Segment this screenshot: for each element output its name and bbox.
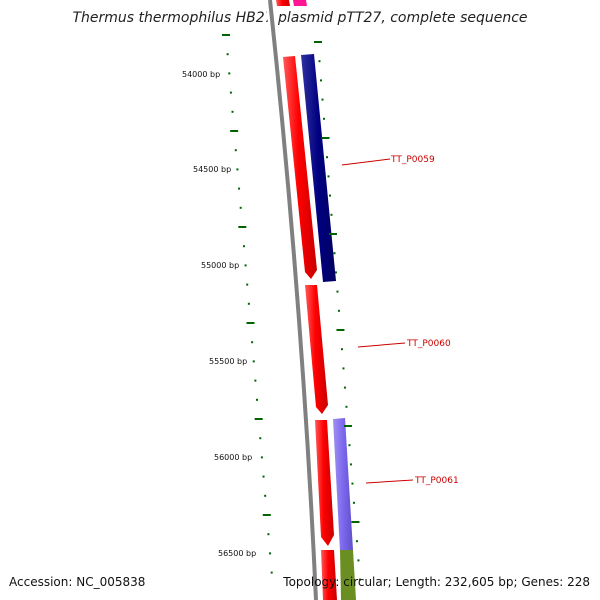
backbone-strand-line bbox=[268, 0, 318, 600]
gene-leader-line-tt-p0060 bbox=[357, 342, 406, 348]
gene-leader-line-tt-p0061 bbox=[365, 479, 414, 484]
bp-label-56500: 56500 bp bbox=[218, 549, 256, 558]
accession-text: Accession: NC_005838 bbox=[9, 575, 146, 589]
gene-block-red-3 bbox=[312, 419, 336, 550]
gene-label-tt-p0060[interactable]: TT_P0060 bbox=[406, 339, 451, 349]
map-title: Thermus thermophilus HB27 plasmid pTT27,… bbox=[72, 10, 528, 26]
gene-fragment-top-pink bbox=[293, 0, 307, 6]
bp-label-55000: 55000 bp bbox=[201, 261, 239, 270]
bp-label-54500: 54500 bp bbox=[193, 165, 231, 174]
gene-label-tt-p0059[interactable]: TT_P0059 bbox=[390, 155, 435, 165]
gene-block-lavender bbox=[331, 417, 355, 552]
gene-block-olive bbox=[340, 550, 356, 600]
gene-fragment-top-red bbox=[276, 0, 290, 6]
bp-label-54000: 54000 bp bbox=[182, 70, 220, 79]
bp-label-56000: 56000 bp bbox=[214, 453, 252, 462]
gene-leader-line-tt-p0059 bbox=[341, 158, 391, 166]
inner-tick-marks bbox=[222, 34, 273, 574]
gene-label-tt-p0061[interactable]: TT_P0061 bbox=[414, 476, 459, 486]
sequence-summary-text: Topology: circular; Length: 232,605 bp; … bbox=[283, 575, 590, 589]
gene-block-red-2 bbox=[302, 283, 330, 418]
bp-label-55500: 55500 bp bbox=[209, 357, 247, 366]
outer-tick-marks bbox=[314, 41, 361, 581]
gene-block-red-4 bbox=[321, 550, 337, 600]
gene-block-blue bbox=[299, 53, 338, 283]
gene-block-red-1 bbox=[280, 54, 319, 283]
